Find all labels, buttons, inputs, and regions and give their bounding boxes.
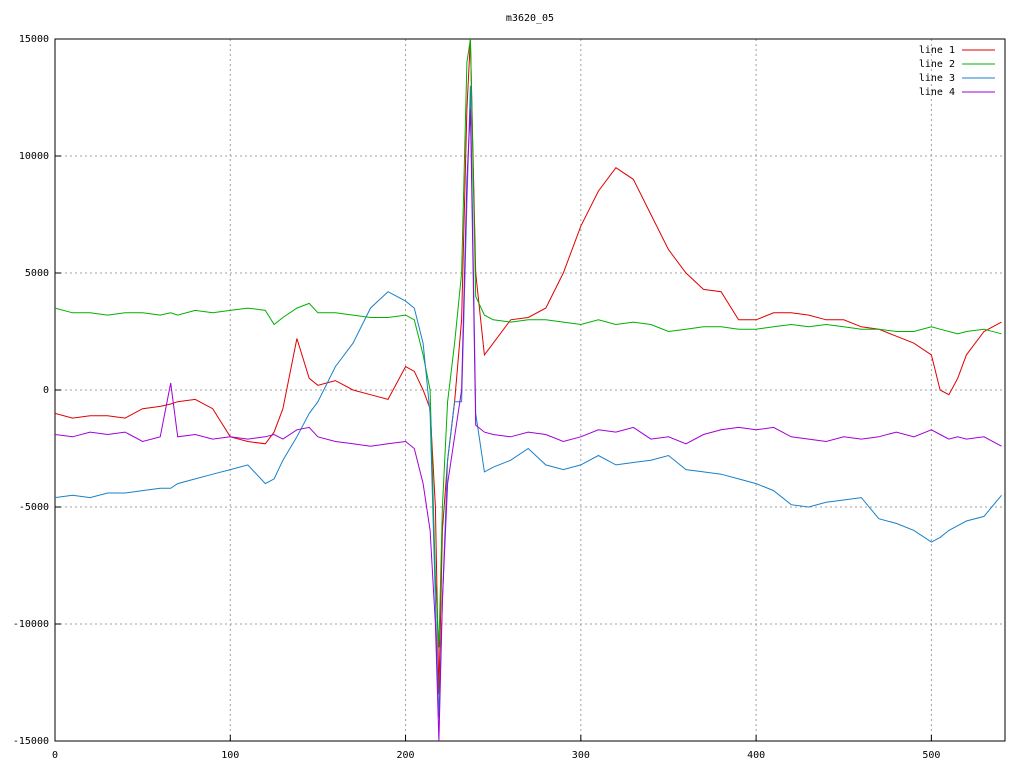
x-tick-label: 400 <box>747 750 765 761</box>
x-tick-label: 300 <box>572 750 590 761</box>
data-line <box>55 39 1002 648</box>
plot-frame <box>54 38 1006 742</box>
x-tick-label: 200 <box>397 750 415 761</box>
y-tick-label: -5000 <box>19 502 49 513</box>
legend-label: line 2 <box>919 59 955 70</box>
data-line <box>55 85 1002 718</box>
x-tick-label: 100 <box>221 750 239 761</box>
legend-label: line 4 <box>919 87 955 98</box>
y-tick-label: -15000 <box>13 736 49 747</box>
legend-label: line 3 <box>919 73 955 84</box>
y-tick-label: -10000 <box>13 619 49 630</box>
y-tick-label: 0 <box>43 385 49 396</box>
y-tick-label: 10000 <box>19 151 49 162</box>
plot-lines <box>55 39 1002 741</box>
legend-label: line 1 <box>919 45 955 56</box>
y-tick-label: 5000 <box>25 268 49 279</box>
y-tick-label: 15000 <box>19 34 49 45</box>
x-tick-label: 0 <box>52 750 58 761</box>
data-line <box>55 109 1002 741</box>
x-tick-label: 500 <box>922 750 940 761</box>
data-line <box>55 39 1002 695</box>
chart-title: m3620_05 <box>506 13 554 24</box>
